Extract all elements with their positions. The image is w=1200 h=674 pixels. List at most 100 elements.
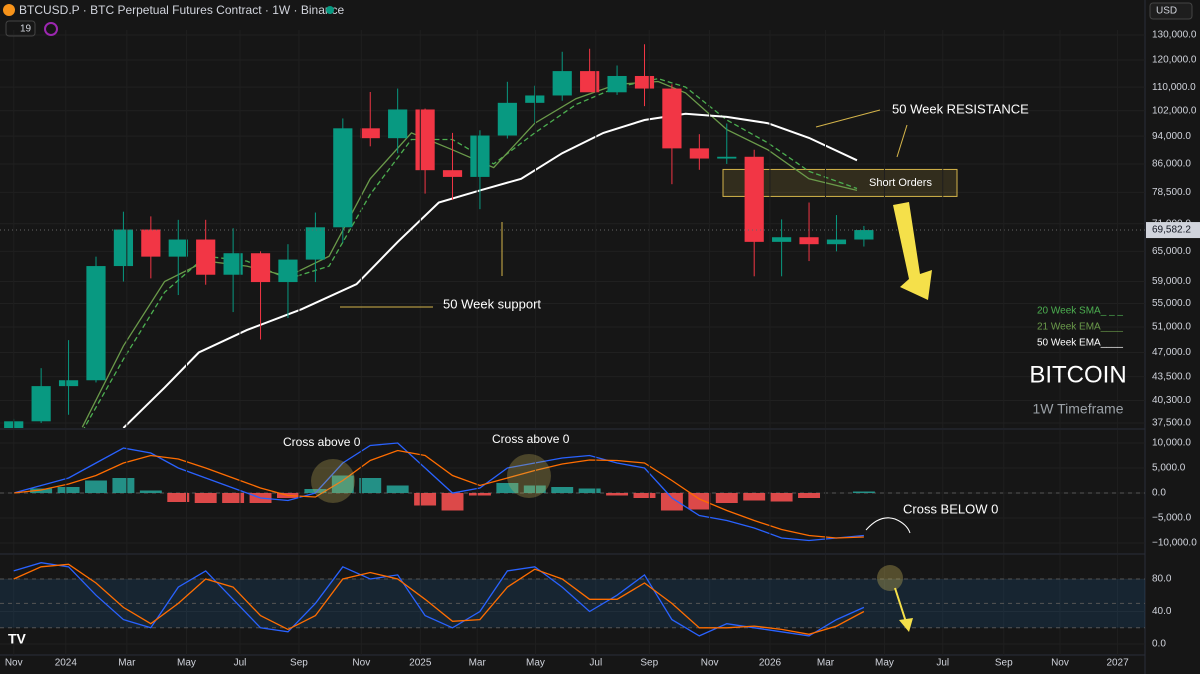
y-tick-label: 43,500.0 bbox=[1152, 371, 1191, 382]
candle-body bbox=[223, 253, 243, 275]
y-tick-label: 120,000.0 bbox=[1152, 55, 1197, 66]
histogram-bar bbox=[222, 493, 245, 503]
histogram-bar bbox=[578, 488, 601, 493]
histogram-bar bbox=[331, 475, 354, 493]
indicator-icon[interactable] bbox=[44, 22, 58, 36]
candle-body bbox=[31, 386, 51, 422]
x-tick-label: Mar bbox=[469, 658, 487, 669]
highlight bbox=[507, 454, 551, 498]
candle-body bbox=[360, 128, 380, 139]
candle-body bbox=[552, 71, 572, 96]
y-tick-label: 102,000.0 bbox=[1152, 105, 1197, 116]
histogram-bar bbox=[441, 493, 464, 511]
candle-body bbox=[607, 75, 627, 93]
histogram-bar bbox=[414, 493, 437, 506]
symbol-title[interactable]: BTCUSD.P · BTC Perpetual Futures Contrac… bbox=[19, 3, 345, 17]
candle-body bbox=[442, 170, 463, 177]
x-tick-label: Nov bbox=[701, 658, 719, 669]
annotation-curve bbox=[865, 517, 911, 534]
histogram-bar bbox=[167, 493, 190, 502]
candle-body bbox=[580, 71, 600, 93]
x-tick-label: Sep bbox=[640, 658, 658, 669]
x-tick-label: Nov bbox=[1051, 658, 1069, 669]
collapse-button[interactable] bbox=[5, 20, 36, 37]
series-line bbox=[122, 112, 858, 428]
y-tick-label: 65,000.0 bbox=[1152, 246, 1191, 257]
legend-entry: 20 Week SMA_ _ _ bbox=[1037, 306, 1123, 317]
chart-subtitle: 1W Timeframe bbox=[1032, 401, 1123, 417]
x-tick-label: Jul bbox=[589, 658, 602, 669]
histogram-bar bbox=[743, 493, 766, 501]
x-tick-label: Sep bbox=[290, 658, 308, 669]
histogram-bar bbox=[852, 491, 875, 493]
histogram-bar bbox=[57, 487, 80, 493]
currency: USD bbox=[1156, 6, 1177, 17]
last-price-box bbox=[1146, 222, 1200, 239]
y-tick-label: −5,000.0 bbox=[1152, 513, 1192, 524]
x-tick-label: Nov bbox=[5, 658, 23, 669]
histogram-bar bbox=[633, 493, 656, 498]
candle-body bbox=[168, 239, 188, 257]
macd-pane bbox=[0, 430, 1145, 553]
arrow-head bbox=[899, 618, 913, 632]
y-tick-label: 78,500.0 bbox=[1152, 187, 1191, 198]
y-tick-label: 59,000.0 bbox=[1152, 276, 1191, 287]
candle-body bbox=[113, 229, 134, 267]
x-tick-label: Nov bbox=[352, 658, 370, 669]
histogram-bar bbox=[359, 478, 382, 493]
y-tick-label: 51,000.0 bbox=[1152, 322, 1191, 333]
annotation: Cross above 0 bbox=[283, 435, 361, 449]
x-tick-label: May bbox=[177, 658, 196, 669]
x-tick-label: May bbox=[875, 658, 894, 669]
legend-entry: 21 Week EMA____ bbox=[1037, 322, 1123, 333]
histogram-bar bbox=[304, 489, 327, 493]
y-tick-label: 5,000.0 bbox=[1152, 463, 1186, 474]
histogram-bar bbox=[551, 487, 574, 493]
candle-body bbox=[278, 259, 298, 283]
y-tick-label: 0.0 bbox=[1152, 639, 1166, 650]
y-tick-label: 80.0 bbox=[1152, 574, 1172, 585]
candle-body bbox=[525, 95, 545, 103]
candle-body bbox=[470, 135, 490, 177]
chart-title: BITCOIN bbox=[1029, 361, 1126, 388]
last-price-label: 69,582.2 bbox=[1152, 225, 1191, 236]
histogram-bar bbox=[770, 493, 793, 502]
candle-body bbox=[250, 253, 271, 283]
candle-body bbox=[415, 109, 435, 171]
y-tick-label: 10,000.0 bbox=[1152, 438, 1191, 449]
down-arrow bbox=[893, 202, 932, 300]
axes: 130,000.0 120,000.0 110,000.0 102,000.0 94,0… bbox=[5, 30, 1200, 669]
y-tick-label: 40,300.0 bbox=[1152, 395, 1191, 406]
x-tick-label: 2026 bbox=[759, 658, 782, 669]
y-tick-label: 40.0 bbox=[1152, 606, 1172, 617]
y-tick-label: −10,000.0 bbox=[1152, 538, 1197, 549]
annotation-arrow bbox=[896, 124, 908, 158]
histogram-bar bbox=[660, 493, 683, 511]
candle-body bbox=[717, 156, 737, 159]
y-tick-label: 86,000.0 bbox=[1152, 159, 1191, 170]
candle-body bbox=[772, 237, 792, 242]
histogram-bar bbox=[688, 493, 711, 510]
annotation: Cross BELOW 0 bbox=[903, 501, 998, 516]
histogram-bar bbox=[715, 493, 738, 503]
candle-body bbox=[689, 148, 709, 159]
histogram-bar bbox=[386, 485, 409, 493]
candle-body bbox=[86, 266, 106, 381]
symbol-icon bbox=[3, 4, 15, 16]
histogram-bar bbox=[139, 490, 162, 493]
candle-body bbox=[662, 88, 682, 149]
histogram-bar bbox=[194, 493, 217, 503]
market-status bbox=[326, 6, 334, 14]
histogram-bar bbox=[798, 493, 821, 498]
currency-button[interactable] bbox=[1149, 2, 1193, 20]
histogram-bar bbox=[112, 478, 135, 493]
annotation: 50 Week support bbox=[443, 296, 541, 311]
histogram-bar bbox=[606, 493, 629, 496]
candle-body bbox=[799, 237, 819, 245]
candle-body bbox=[854, 230, 874, 240]
x-tick-label: 2027 bbox=[1106, 658, 1129, 669]
x-tick-label: Jul bbox=[234, 658, 247, 669]
annotation: 50 Week RESISTANCE bbox=[892, 101, 1029, 116]
x-tick-label: May bbox=[526, 658, 545, 669]
